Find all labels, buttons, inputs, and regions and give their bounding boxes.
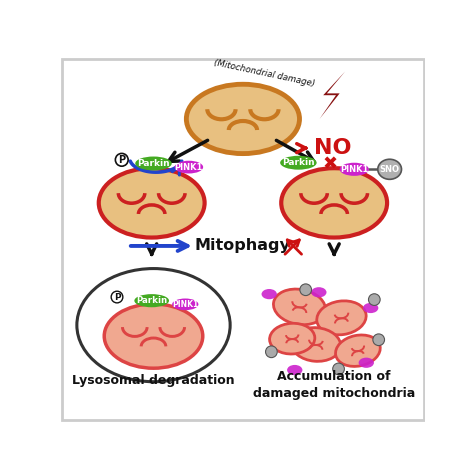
Text: Accumulation of: Accumulation of (277, 370, 391, 383)
Ellipse shape (262, 289, 277, 299)
Ellipse shape (135, 156, 172, 170)
Text: Lysosomal degradation: Lysosomal degradation (72, 374, 235, 387)
Text: SNO: SNO (380, 165, 400, 174)
Polygon shape (319, 72, 345, 119)
Ellipse shape (359, 357, 374, 368)
Ellipse shape (363, 303, 378, 313)
Ellipse shape (273, 289, 326, 325)
Ellipse shape (291, 328, 341, 361)
Text: Mitophagy: Mitophagy (195, 238, 291, 254)
Ellipse shape (368, 294, 380, 305)
Ellipse shape (186, 84, 300, 154)
Ellipse shape (175, 161, 203, 173)
Text: Parkin: Parkin (282, 158, 315, 167)
Ellipse shape (77, 269, 230, 382)
Ellipse shape (378, 159, 401, 179)
Ellipse shape (287, 365, 302, 375)
Text: PINK1: PINK1 (175, 163, 203, 172)
Ellipse shape (104, 304, 203, 368)
Text: ✖: ✖ (322, 155, 337, 173)
Ellipse shape (333, 363, 345, 375)
Ellipse shape (280, 156, 317, 170)
Ellipse shape (281, 168, 387, 237)
Ellipse shape (172, 299, 199, 310)
Ellipse shape (336, 335, 380, 366)
Ellipse shape (300, 284, 311, 296)
Ellipse shape (340, 163, 369, 176)
Ellipse shape (134, 294, 169, 307)
Text: P: P (114, 292, 120, 301)
Ellipse shape (99, 168, 205, 237)
Ellipse shape (270, 323, 315, 354)
Ellipse shape (115, 154, 128, 166)
Text: PINK1: PINK1 (172, 300, 199, 309)
Ellipse shape (317, 301, 366, 335)
Text: damaged mitochondria: damaged mitochondria (253, 387, 415, 400)
Ellipse shape (265, 346, 277, 357)
Text: PINK1: PINK1 (340, 165, 368, 174)
Ellipse shape (311, 287, 327, 297)
Text: (Mitochondrial damage): (Mitochondrial damage) (213, 58, 316, 89)
Ellipse shape (111, 291, 123, 303)
Text: Parkin: Parkin (136, 296, 167, 305)
Ellipse shape (373, 334, 384, 346)
Text: NO: NO (314, 138, 352, 158)
Text: Parkin: Parkin (137, 159, 170, 168)
Text: P: P (118, 155, 125, 165)
